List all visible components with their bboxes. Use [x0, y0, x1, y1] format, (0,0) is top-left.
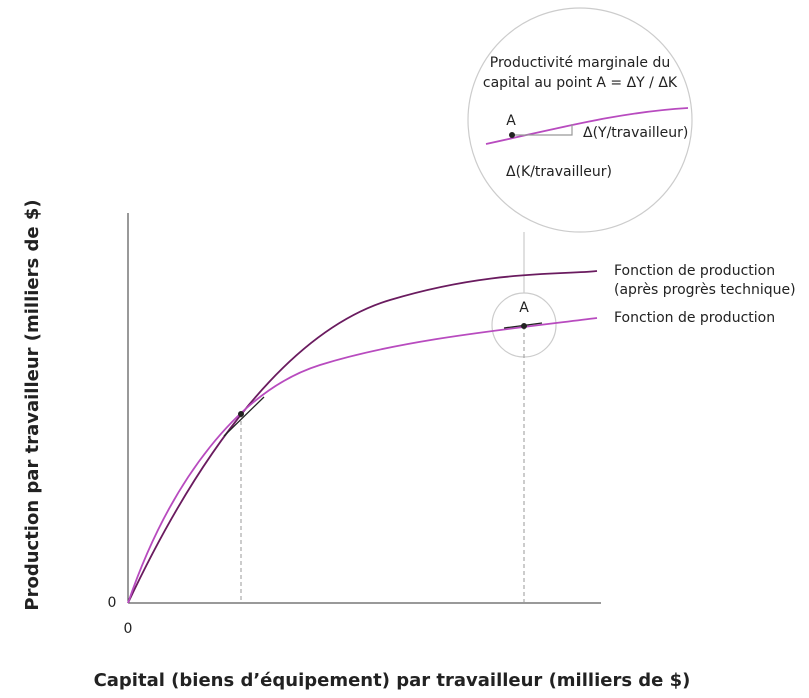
- point: [238, 411, 244, 417]
- point-a-label: A: [519, 300, 529, 316]
- point-a: [521, 323, 527, 329]
- production-curve-lower: [127, 317, 598, 604]
- x-origin: 0: [124, 621, 133, 637]
- y-axis-label: Production par travailleur (milliers de …: [22, 199, 43, 610]
- tangent: [223, 396, 265, 437]
- zoom-circle: [467, 7, 693, 233]
- zoom-curve: [485, 107, 689, 145]
- upper-curve-label: Fonction de production: [614, 263, 775, 279]
- lower-curve-label: Fonction de production: [614, 310, 775, 326]
- upper-curve-label: (après progrès technique): [614, 282, 796, 298]
- zoom-point-label: A: [506, 113, 516, 129]
- dx-label: Δ(K/travailleur): [506, 164, 612, 180]
- zoom-triangle: [512, 124, 573, 136]
- zoom-title: Productivité marginale du: [490, 55, 670, 71]
- production-curve-upper: [127, 270, 598, 604]
- x-axis-label: Capital (biens d’équipement) par travail…: [94, 670, 691, 691]
- zoom-point: [509, 132, 515, 138]
- zoom-title: capital au point A = ΔY / ΔK: [483, 75, 678, 91]
- dy-label: Δ(Y/travailleur): [583, 125, 688, 141]
- y-origin: 0: [108, 595, 117, 611]
